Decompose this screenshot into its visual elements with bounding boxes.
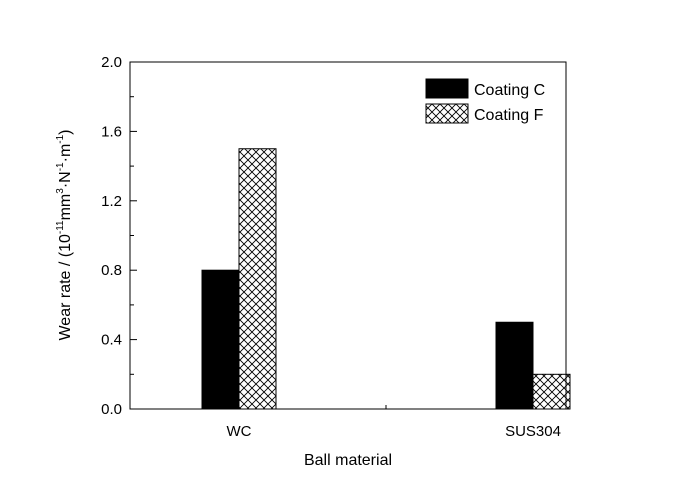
y-axis-title: Wear rate / (10-11mm3·N-1·m-1) bbox=[55, 129, 74, 340]
bar-coating-f-wc bbox=[238, 148, 277, 410]
y-tick-label: 1.6 bbox=[101, 123, 122, 140]
x-tick-label-wc: WC bbox=[227, 423, 252, 440]
legend-swatch-coating-f bbox=[425, 103, 469, 124]
x-tick-label-sus304: SUS304 bbox=[505, 423, 561, 440]
legend-label-coating-c: Coating C bbox=[474, 82, 545, 99]
bar-coating-c-sus304 bbox=[495, 321, 534, 410]
y-tick-label: 1.2 bbox=[101, 193, 122, 210]
y-tick-label: 0.4 bbox=[101, 332, 122, 349]
x-axis-title: Ball material bbox=[304, 452, 392, 469]
bar-coating-f-sus304 bbox=[532, 373, 571, 410]
legend: Coating C Coating F bbox=[425, 78, 545, 124]
bar-coating-c-wc bbox=[201, 269, 240, 410]
x-axis-ticks: WC SUS304 bbox=[227, 402, 561, 440]
y-tick-label: 0.0 bbox=[101, 401, 122, 418]
bars-group bbox=[201, 148, 571, 410]
legend-label-coating-f: Coating F bbox=[474, 107, 544, 124]
y-tick-label: 0.8 bbox=[101, 262, 122, 279]
y-tick-label: 2.0 bbox=[101, 54, 122, 71]
legend-swatch-coating-c bbox=[425, 78, 469, 99]
y-axis-ticks: 0.0 0.4 0.8 1.2 1.6 2.0 bbox=[101, 54, 137, 418]
